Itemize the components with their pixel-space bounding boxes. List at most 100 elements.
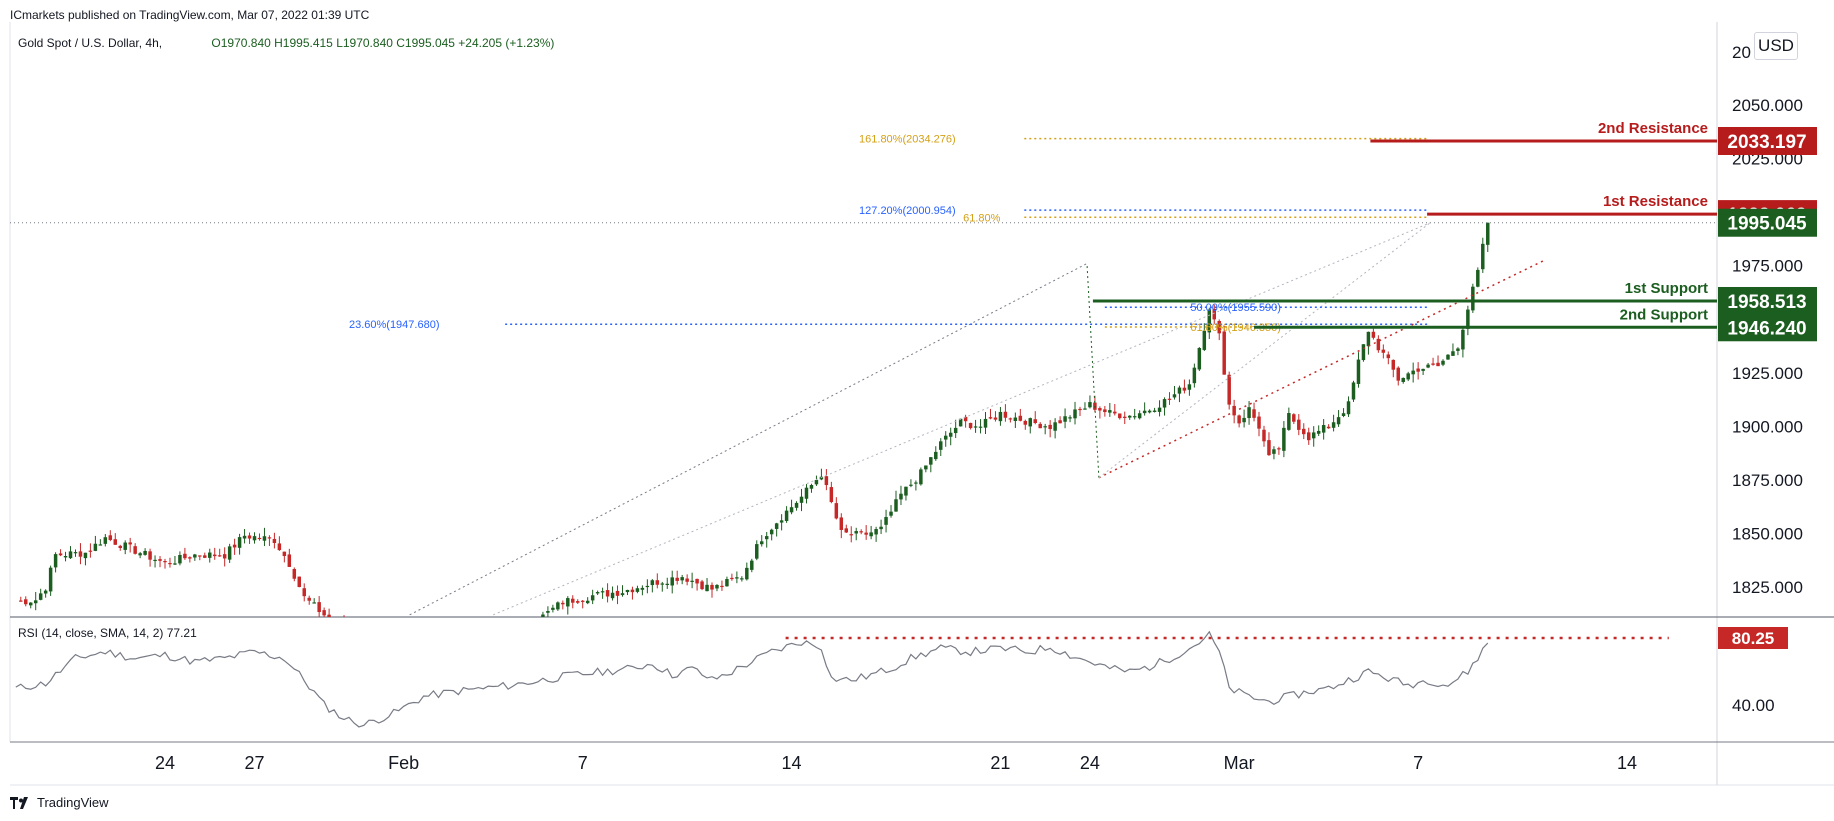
candle-body: [1292, 414, 1296, 422]
candle-body: [541, 614, 545, 617]
candle-body: [953, 427, 958, 434]
candle-body: [1461, 329, 1465, 350]
candle-body: [1336, 417, 1341, 425]
candle-body: [705, 584, 709, 592]
candle-body: [327, 614, 331, 617]
candle-body: [98, 544, 103, 546]
candle-body: [297, 576, 302, 588]
candle-body: [948, 432, 953, 437]
candle-body: [1376, 338, 1381, 351]
candle-body: [1023, 420, 1028, 425]
candles: [19, 222, 1490, 617]
candle-body: [113, 539, 118, 545]
candle-body: [695, 578, 699, 584]
candle-body: [1431, 363, 1435, 365]
candle-body: [1172, 394, 1177, 398]
rsi-overbought-tag: 80.25: [1718, 627, 1788, 649]
candle-body: [1481, 243, 1485, 270]
candle-body: [1307, 432, 1311, 441]
symbol-name: Gold Spot / U.S. Dollar, 4h,: [18, 36, 163, 50]
candle-body: [227, 546, 232, 560]
rsi-tag-label: 80.25: [1732, 629, 1775, 648]
candle-body: [1416, 368, 1420, 372]
price-tag-label: 1958.513: [1727, 292, 1806, 313]
candle-body: [1192, 367, 1197, 384]
x-tick-label: 7: [1413, 753, 1423, 773]
price-tag-last: 1995.045: [1718, 208, 1817, 237]
x-tick-label: 24: [1080, 753, 1100, 773]
candle-body: [1227, 374, 1231, 405]
level-name-resistance: 1st Resistance: [1603, 193, 1708, 210]
candle-body: [1118, 413, 1122, 419]
candle-body: [1073, 409, 1077, 419]
candle-body: [1421, 368, 1425, 371]
candle-body: [1401, 377, 1405, 382]
candle-body: [869, 532, 873, 537]
candle-body: [1038, 423, 1042, 429]
candle-body: [576, 601, 580, 603]
candle-body: [670, 577, 674, 586]
candle-body: [943, 435, 948, 440]
currency-button[interactable]: USD: [1754, 32, 1798, 60]
candle-body: [1272, 449, 1276, 454]
candle-body: [934, 451, 938, 460]
candle-body: [725, 579, 729, 587]
candle-body: [1232, 405, 1236, 416]
candle-body: [769, 529, 774, 535]
candle-body: [1212, 308, 1216, 320]
candle-body: [1018, 415, 1023, 421]
candle-body: [740, 578, 744, 580]
candle-body: [1282, 427, 1286, 451]
candle-body: [123, 542, 127, 550]
candle-body: [73, 552, 78, 554]
candle-body: [1476, 269, 1480, 287]
candle-body: [133, 546, 137, 554]
y-tick-label: 1900.000: [1732, 417, 1803, 436]
tradingview-logo-icon: [10, 796, 28, 809]
candle-body: [660, 583, 665, 585]
price-tag-bg: [1718, 208, 1817, 237]
candle-body: [745, 567, 749, 580]
candle-body: [138, 553, 142, 556]
candle-body: [590, 595, 595, 601]
price-tag-label: 2033.197: [1727, 132, 1806, 153]
candle-body: [546, 611, 550, 613]
candle-body: [203, 555, 207, 558]
candle-body: [1033, 419, 1037, 423]
candle-body: [1132, 416, 1137, 418]
candle-body: [24, 599, 28, 605]
candle-body: [998, 411, 1003, 422]
candle-body: [1237, 415, 1241, 424]
x-tick-label: 21: [990, 753, 1010, 773]
candle-body: [108, 535, 113, 540]
candle-body: [1162, 399, 1167, 408]
candle-body: [759, 541, 764, 545]
y-tick-label-top: 20: [1732, 43, 1751, 62]
candle-body: [824, 476, 829, 486]
y-tick-label: 2050.000: [1732, 96, 1803, 115]
level-name-resistance: 2nd Resistance: [1598, 120, 1708, 137]
rsi-tag-bg: [1718, 627, 1788, 649]
candle-body: [571, 598, 575, 603]
x-tick-label: 24: [155, 753, 175, 773]
rsi-tick-label: 40.00: [1732, 696, 1775, 715]
candle-body: [103, 537, 108, 544]
candle-body: [939, 441, 943, 450]
candle-body: [148, 551, 152, 560]
candle-body: [864, 532, 868, 535]
candle-body: [819, 476, 824, 480]
candle-body: [252, 536, 257, 541]
candle-body: [1341, 413, 1346, 417]
candle-body: [1207, 309, 1212, 333]
candle-body: [1396, 367, 1400, 381]
candle-body: [774, 523, 779, 529]
candle-body: [1182, 387, 1187, 391]
candle-body: [1078, 408, 1082, 411]
candle-body: [1217, 320, 1221, 334]
candle-body: [834, 503, 839, 519]
candle-body: [1311, 432, 1316, 439]
candle-body: [1441, 360, 1445, 365]
candle-body: [212, 554, 217, 557]
candle-body: [28, 602, 33, 606]
